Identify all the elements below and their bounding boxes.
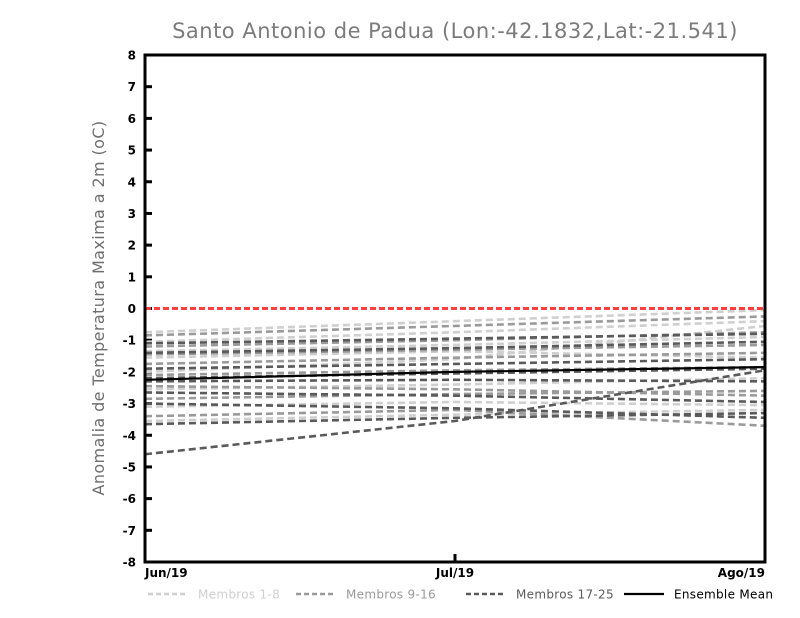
- y-tick-label: 2: [128, 239, 136, 253]
- chart-legend: Membros 1-8 Membros 9-16 Membros 17-25 Ense…: [148, 588, 773, 602]
- series-line: [144, 332, 766, 345]
- y-tick-label: -1: [123, 334, 136, 348]
- x-tick-label: Ago/19: [718, 566, 765, 580]
- y-tick-label: -6: [123, 492, 136, 506]
- y-tick-label: -7: [123, 524, 136, 538]
- series-line: [144, 411, 766, 426]
- x-axis-ticks: Jun/19 Jul/19 Ago/19: [143, 554, 767, 580]
- y-tick-label: -8: [123, 556, 136, 570]
- series-line: [144, 340, 766, 355]
- y-tick-label: 7: [128, 80, 136, 94]
- y-tick-label: -3: [123, 397, 136, 411]
- legend-label: Membros 1-8: [198, 588, 280, 602]
- series-line: [144, 408, 766, 428]
- series-line: [144, 330, 766, 348]
- series-line: [144, 366, 766, 381]
- series-line: [144, 357, 766, 371]
- legend-label: Membros 9-16: [346, 588, 436, 602]
- series-line: [144, 349, 766, 359]
- y-tick-label: 3: [128, 207, 136, 221]
- y-tick-label: 0: [128, 302, 136, 316]
- series-line: [144, 384, 766, 397]
- series-line: [144, 391, 766, 404]
- y-tick-label: 4: [128, 175, 136, 189]
- series-line: [144, 402, 766, 420]
- series-line: [144, 369, 766, 456]
- y-tick-label: 8: [128, 49, 136, 63]
- series-line: [144, 408, 766, 423]
- series-line: [144, 389, 766, 401]
- y-axis-label: Anomalia de Temperatura Maxima a 2m (oC): [89, 120, 108, 495]
- y-tick-label: -4: [123, 429, 136, 443]
- series-line: [144, 378, 766, 383]
- legend-label: Ensemble Mean: [674, 588, 773, 602]
- plot-frame: [143, 53, 767, 564]
- series-line: [144, 335, 766, 353]
- y-tick-label: 6: [128, 112, 136, 126]
- series-line: [144, 343, 766, 356]
- x-tick-label: Jul/19: [435, 566, 474, 580]
- series-line: [144, 315, 766, 337]
- y-tick-label: -5: [123, 460, 136, 474]
- y-tick-label: 5: [128, 144, 136, 158]
- series-line: [144, 351, 766, 366]
- series-line: [144, 308, 766, 334]
- plot-series-lines: [144, 308, 766, 456]
- series-line: [144, 319, 766, 344]
- legend-label: Membros 17-25: [516, 588, 614, 602]
- chart-title: Santo Antonio de Padua (Lon:-42.1832,Lat…: [172, 19, 738, 43]
- y-tick-label: 1: [128, 270, 136, 284]
- series-line: [144, 365, 766, 377]
- y-tick-label: -2: [123, 365, 136, 379]
- x-tick-label: Jun/19: [144, 566, 188, 580]
